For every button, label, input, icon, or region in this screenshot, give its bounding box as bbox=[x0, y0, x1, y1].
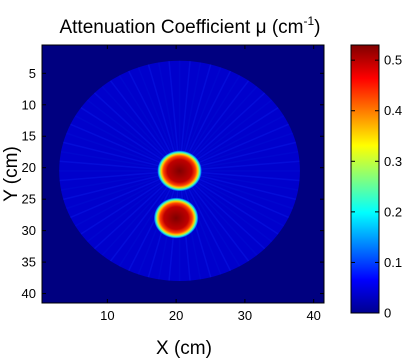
x-axis-label: X (cm) bbox=[156, 338, 212, 359]
y-axis-label: Y (cm) bbox=[1, 146, 22, 202]
x-tick-label: 30 bbox=[238, 308, 252, 323]
plot-area: 10 20 30 40 5 10 15 20 25 30 35 40 bbox=[22, 44, 325, 323]
y-tick-label: 40 bbox=[22, 286, 36, 301]
y-tick-label: 10 bbox=[22, 97, 36, 112]
y-tick-label: 5 bbox=[29, 66, 36, 81]
x-tick-label: 10 bbox=[100, 308, 114, 323]
colorbar-tick-label: 0.5 bbox=[384, 53, 402, 68]
colorbar-tick-label: 0.4 bbox=[384, 103, 402, 118]
y-tick-label: 35 bbox=[22, 255, 36, 270]
colorbar-tick-label: 0.2 bbox=[384, 204, 402, 219]
colorbar-tick-label: 0.3 bbox=[384, 154, 402, 169]
y-tick-label: 25 bbox=[22, 192, 36, 207]
inclusion-2 bbox=[153, 197, 199, 239]
x-axis: 10 20 30 40 bbox=[100, 45, 321, 323]
colorbar-tick-label: 0 bbox=[384, 306, 391, 321]
inclusion-1 bbox=[157, 150, 202, 192]
x-tick-label: 20 bbox=[169, 308, 183, 323]
y-axis: 5 10 15 20 25 30 35 40 bbox=[22, 66, 324, 301]
plot-frame bbox=[41, 44, 325, 304]
y-tick-label: 20 bbox=[22, 160, 36, 175]
y-tick-label: 30 bbox=[22, 223, 36, 238]
chart-title: Attenuation Coefficient μ (cm-1) bbox=[59, 14, 320, 38]
colorbar-ticks: 0 0.1 0.2 0.3 0.4 0.5 bbox=[351, 53, 402, 321]
colorbar: 0 0.1 0.2 0.3 0.4 0.5 bbox=[350, 44, 402, 321]
y-tick-label: 15 bbox=[22, 129, 36, 144]
colorbar-gradient bbox=[350, 44, 380, 314]
colorbar-tick-label: 0.1 bbox=[384, 255, 402, 270]
x-tick-label: 40 bbox=[306, 308, 320, 323]
